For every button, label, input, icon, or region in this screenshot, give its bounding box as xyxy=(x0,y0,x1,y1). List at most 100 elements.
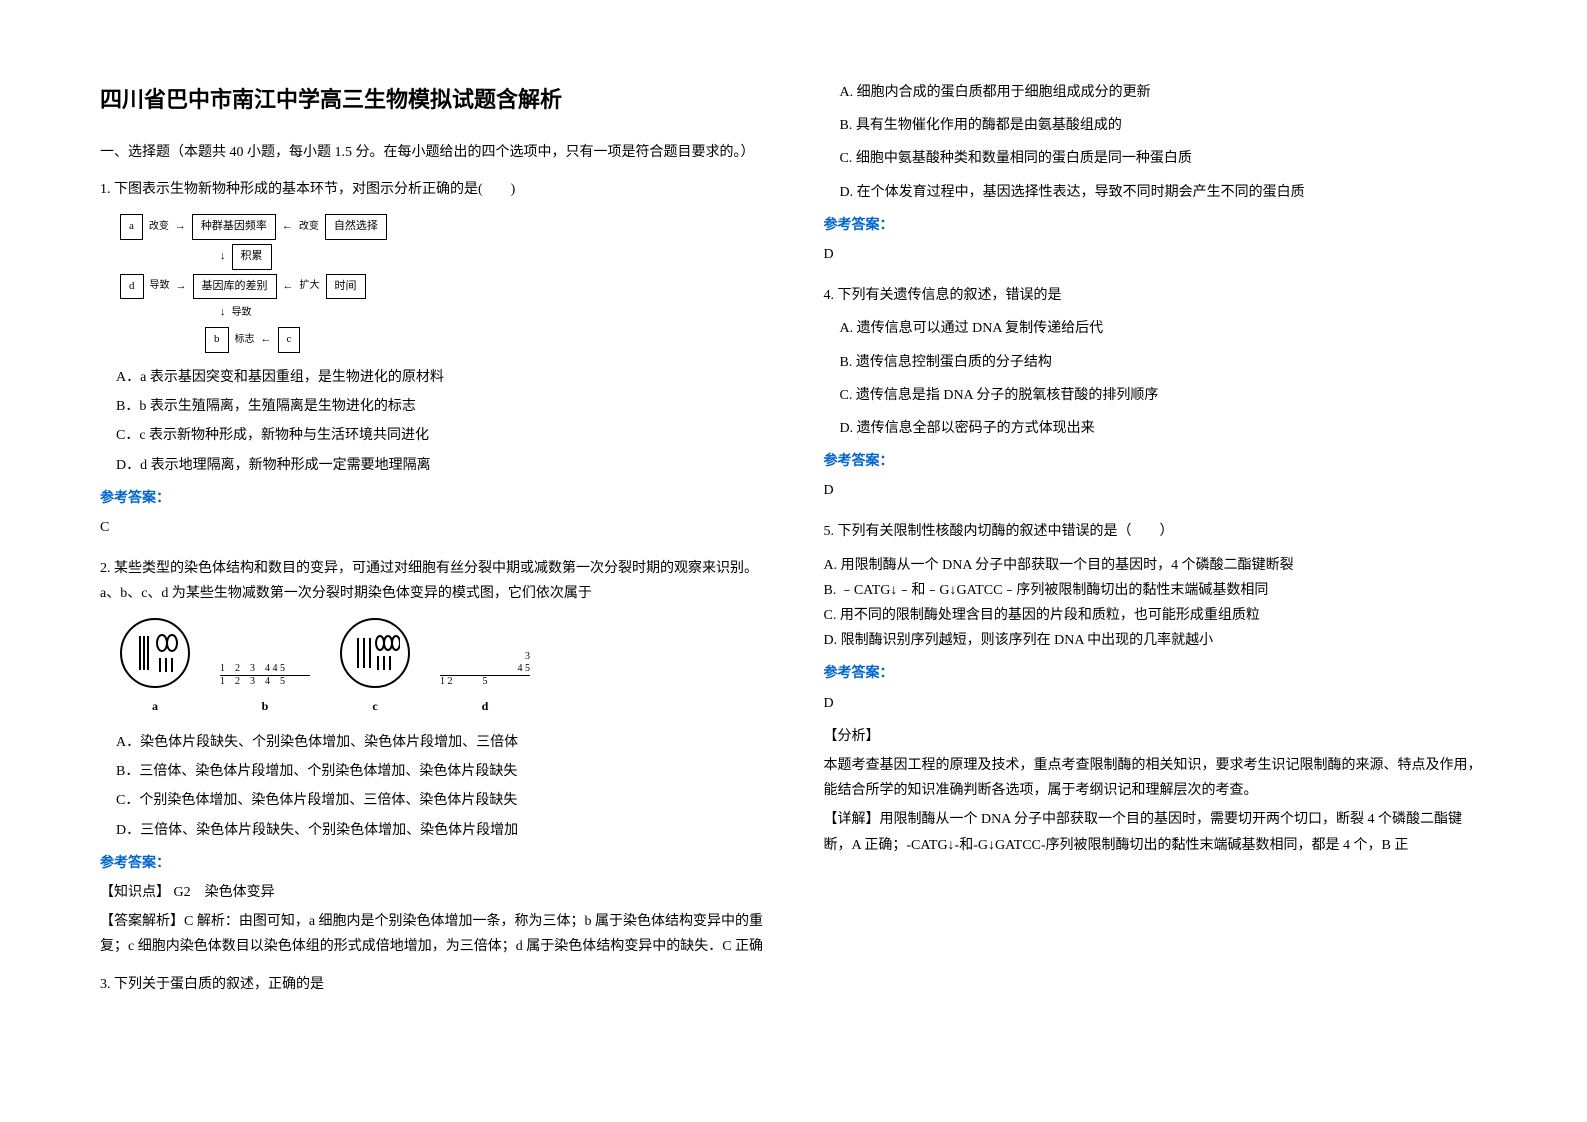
arrow-icon: ← xyxy=(282,217,293,237)
option-c: C. 细胞中氨基酸种类和数量相同的蛋白质是同一种蛋白质 xyxy=(840,146,1488,171)
knowledge-point: 【知识点】 G2 染色体变异 xyxy=(100,880,764,905)
diagram-label: a xyxy=(152,696,158,718)
flow-row-accumulate: ↓ 积累 xyxy=(220,244,764,270)
answer-explanation: 【答案解析】C 解析：由图可知，a 细胞内是个别染色体增加一条，称为三体；b 属… xyxy=(100,909,764,959)
ans-label: 【答案解析】 xyxy=(100,914,184,929)
arrow-icon: → xyxy=(176,277,187,297)
question-text: 3. 下列关于蛋白质的叙述，正确的是 xyxy=(100,972,764,997)
right-column: A. 细胞内合成的蛋白质都用于细胞组成成分的更新 B. 具有生物催化作用的酶都是… xyxy=(824,80,1488,1042)
flow-diagram: a 改变 → 种群基因频率 ← 改变 自然选择 ↓ 积累 d 导致 → 基因库的… xyxy=(120,214,764,353)
chromo-c: c xyxy=(340,618,410,718)
flow-label: 改变 xyxy=(149,218,169,236)
flow-box-a: a xyxy=(120,214,143,240)
answer-label: 参考答案： xyxy=(824,213,1488,238)
flow-label: 改变 xyxy=(299,218,319,236)
bar-diagram: 3 4 5 1 2 5 xyxy=(440,651,530,688)
question-2: 2. 某些类型的染色体结构和数目的变异，可通过对细胞有丝分裂中期或减数第一次分裂… xyxy=(100,556,764,963)
chromosome-diagram: a 1 2 3 4 4 5 1 2 3 4 5 b xyxy=(120,618,764,718)
flow-box: 种群基因频率 xyxy=(192,214,276,240)
option-a: A. 遗传信息可以通过 DNA 复制传递给后代 xyxy=(840,316,1488,341)
question-1: 1. 下图表示生物新物种形成的基本环节，对图示分析正确的是( ) a 改变 → … xyxy=(100,177,764,548)
chromo-a: a xyxy=(120,618,190,718)
option-b: B．三倍体、染色体片段增加、个别染色体增加、染色体片段缺失 xyxy=(116,759,764,784)
answer-value: D xyxy=(824,478,1488,503)
answer-value: D xyxy=(824,242,1488,267)
answer-label: 参考答案： xyxy=(824,661,1488,686)
ans-text: C 解析：由图可知，a 细胞内是个别染色体增加一条，称为三体；b 属于染色体结构… xyxy=(100,914,763,954)
flow-label: 导致 xyxy=(150,277,170,295)
flow-box-b: b xyxy=(205,327,229,353)
circle-icon xyxy=(120,618,190,688)
bar-row: 1 2 3 4 5 xyxy=(220,676,310,688)
question-3-options: A. 细胞内合成的蛋白质都用于细胞组成成分的更新 B. 具有生物催化作用的酶都是… xyxy=(824,80,1488,275)
chromo-d: 3 4 5 1 2 5 d xyxy=(440,651,530,718)
detail-label: 【详解】 xyxy=(824,812,880,827)
bar-row: 3 xyxy=(440,651,530,663)
question-text: 1. 下图表示生物新物种形成的基本环节，对图示分析正确的是( ) xyxy=(100,177,764,202)
option-a: A. 用限制酶从一个 DNA 分子中部获取一个目的基因时，4 个磷酸二酯键断裂 xyxy=(824,553,1488,578)
chromosome-icon xyxy=(350,628,400,678)
chromosome-icon xyxy=(130,628,180,678)
option-b: B. ﹣CATG↓﹣和﹣G↓GATCC﹣序列被限制酶切出的黏性末端碱基数相同 xyxy=(824,578,1488,603)
arrow-icon: → xyxy=(175,217,186,237)
question-4: 4. 下列有关遗传信息的叙述，错误的是 A. 遗传信息可以通过 DNA 复制传递… xyxy=(824,283,1488,511)
detail: 【详解】用限制酶从一个 DNA 分子中部获取一个目的基因时，需要切开两个切口，断… xyxy=(824,807,1488,857)
flow-row-1: a 改变 → 种群基因频率 ← 改变 自然选择 xyxy=(120,214,764,240)
flow-box-c: c xyxy=(278,327,301,353)
flow-box: 基因库的差别 xyxy=(193,274,277,300)
document-title: 四川省巴中市南江中学高三生物模拟试题含解析 xyxy=(100,80,764,120)
option-b: B. 遗传信息控制蛋白质的分子结构 xyxy=(840,350,1488,375)
arrow-icon: ← xyxy=(283,277,294,297)
arrow-icon: ← xyxy=(261,330,272,350)
analysis-text: 本题考查基因工程的原理及技术，重点考查限制酶的相关知识，要求考生识记限制酶的来源… xyxy=(824,753,1488,803)
option-c: C. 用不同的限制酶处理含目的基因的片段和质粒，也可能形成重组质粒 xyxy=(824,603,1488,628)
circle-icon xyxy=(340,618,410,688)
option-c: C．c 表示新物种形成，新物种与生活环境共同进化 xyxy=(116,423,764,448)
kp-label: 【知识点】 xyxy=(100,885,170,900)
answer-label: 参考答案： xyxy=(824,449,1488,474)
bar-diagram: 1 2 3 4 4 5 1 2 3 4 5 xyxy=(220,663,310,688)
question-text: 4. 下列有关遗传信息的叙述，错误的是 xyxy=(824,283,1488,308)
flow-row-lead: ↓ 导致 xyxy=(220,303,764,323)
option-c: C. 遗传信息是指 DNA 分子的脱氧核苷酸的排列顺序 xyxy=(840,383,1488,408)
section-header: 一、选择题（本题共 40 小题，每小题 1.5 分。在每小题给出的四个选项中，只… xyxy=(100,140,764,165)
bar-row: 4 5 xyxy=(440,663,530,675)
flow-box: 自然选择 xyxy=(325,214,387,240)
question-5: 5. 下列有关限制性核酸内切酶的叙述中错误的是（ ） A. 用限制酶从一个 DN… xyxy=(824,519,1488,861)
bar-row: 1 2 5 xyxy=(440,676,530,688)
option-d: D．三倍体、染色体片段缺失、个别染色体增加、染色体片段增加 xyxy=(116,818,764,843)
answer-value: D xyxy=(824,691,1488,716)
diagram-label: d xyxy=(482,696,489,718)
option-d: D. 遗传信息全部以密码子的方式体现出来 xyxy=(840,416,1488,441)
option-d: D. 限制酶识别序列越短，则该序列在 DNA 中出现的几率就越小 xyxy=(824,628,1488,653)
detail-text: 用限制酶从一个 DNA 分子中部获取一个目的基因时，需要切开两个切口，断裂 4 … xyxy=(824,812,1463,852)
question-3-start: 3. 下列关于蛋白质的叙述，正确的是 xyxy=(100,972,764,1005)
flow-label: 扩大 xyxy=(300,277,320,295)
answer-label: 参考答案： xyxy=(100,486,764,511)
flow-row-2: d 导致 → 基因库的差别 ← 扩大 时间 xyxy=(120,274,764,300)
flow-box: 时间 xyxy=(326,274,366,300)
bar-row: 1 2 3 4 4 5 xyxy=(220,663,310,675)
question-text: 5. 下列有关限制性核酸内切酶的叙述中错误的是（ ） xyxy=(824,519,1488,544)
option-d: D. 在个体发育过程中，基因选择性表达，导致不同时期会产生不同的蛋白质 xyxy=(840,180,1488,205)
answer-value: C xyxy=(100,515,764,540)
chromo-b: 1 2 3 4 4 5 1 2 3 4 5 b xyxy=(220,663,310,718)
flow-label: 标志 xyxy=(235,331,255,349)
kp-text: G2 染色体变异 xyxy=(170,885,275,900)
option-a: A．a 表示基因突变和基因重组，是生物进化的原材料 xyxy=(116,365,764,390)
option-b: B. 具有生物催化作用的酶都是由氨基酸组成的 xyxy=(840,113,1488,138)
option-c: C．个别染色体增加、染色体片段增加、三倍体、染色体片段缺失 xyxy=(116,788,764,813)
analysis-label: 【分析】 xyxy=(824,724,1488,749)
option-a: A. 细胞内合成的蛋白质都用于细胞组成成分的更新 xyxy=(840,80,1488,105)
flow-label: 导致 xyxy=(232,304,252,322)
question-text: 2. 某些类型的染色体结构和数目的变异，可通过对细胞有丝分裂中期或减数第一次分裂… xyxy=(100,556,764,606)
option-d: D．d 表示地理隔离，新物种形成一定需要地理隔离 xyxy=(116,453,764,478)
diagram-label: c xyxy=(372,696,377,718)
flow-box: 积累 xyxy=(232,244,272,270)
flow-box-d: d xyxy=(120,274,144,300)
arrow-icon: ↓ xyxy=(220,303,226,323)
arrow-icon: ↓ xyxy=(220,247,226,267)
diagram-label: b xyxy=(262,696,269,718)
left-column: 四川省巴中市南江中学高三生物模拟试题含解析 一、选择题（本题共 40 小题，每小… xyxy=(100,80,764,1042)
option-b: B．b 表示生殖隔离，生殖隔离是生物进化的标志 xyxy=(116,394,764,419)
